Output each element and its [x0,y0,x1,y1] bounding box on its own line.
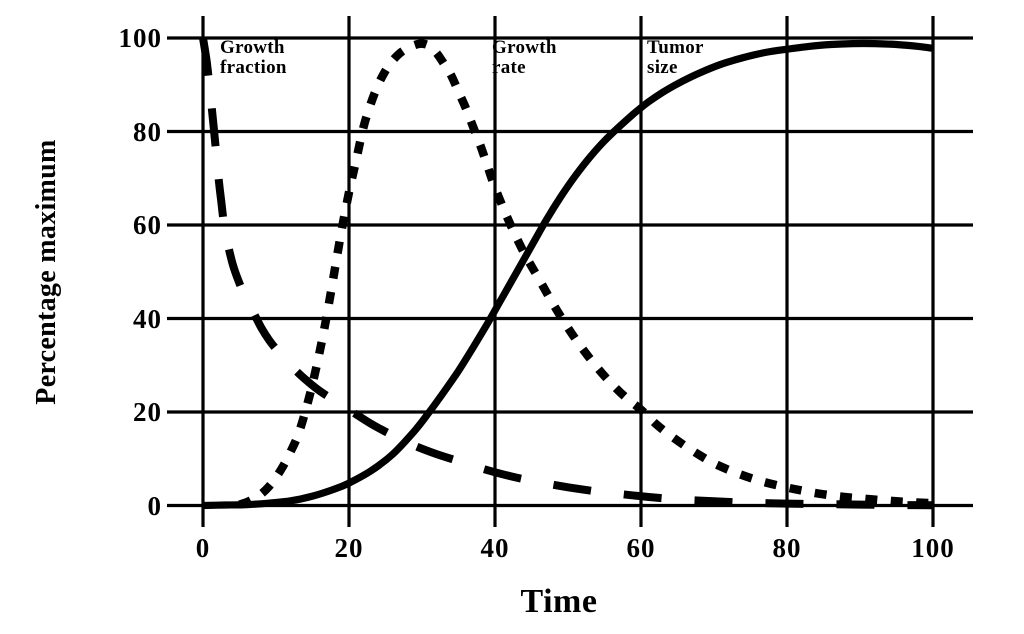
y-tick-label-60: 60 [133,210,162,240]
x-axis-label: Time [520,583,598,620]
series-label-line: size [647,57,678,78]
series-label-growth-fraction: Growth fraction [220,38,287,78]
x-tick-label-40: 40 [480,533,510,563]
x-tick-label-0: 0 [195,533,211,563]
y-tick-label-0: 0 [147,490,162,521]
y-tick-label-100: 100 [118,23,162,53]
curve-growth-rate [238,39,934,509]
series-label-line: fraction [220,57,287,78]
series-label-line: rate [492,57,526,78]
curve-tumor-size [202,39,934,510]
y-tick-label-20: 20 [133,397,162,427]
series-label-tumor-size: Tumor size [647,38,704,78]
x-tick-label-20: 20 [334,533,364,563]
series-label-line: Growth [220,37,285,58]
series-label-growth-rate: Growth rate [492,38,557,78]
y-tick-label-80: 80 [133,116,162,147]
series-label-line: Tumor [647,37,704,58]
y-axis-label: Percentage maximum [31,139,62,405]
x-tick-label-60: 60 [626,533,656,563]
curve-growth-fraction [199,37,934,510]
x-tick-label-100: 100 [911,533,955,563]
x-tick-label-80: 80 [772,533,802,563]
series-label-line: Growth [492,37,557,58]
y-tick-label-40: 40 [133,303,162,334]
